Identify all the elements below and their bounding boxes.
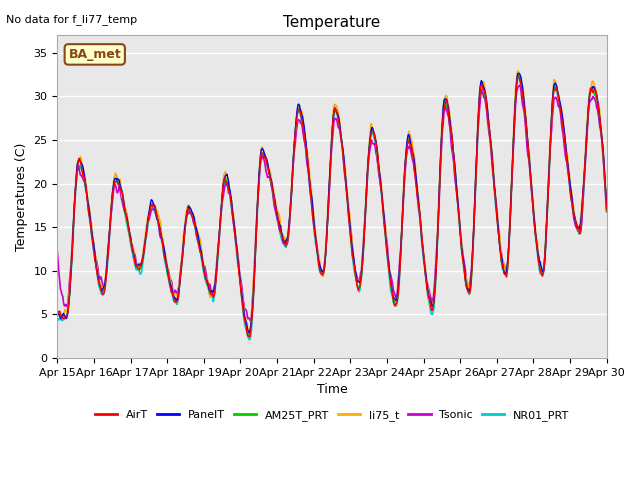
AirT — [399, 194, 407, 200]
Legend: AirT, PanelT, AM25T_PRT, li75_t, Tsonic, NR01_PRT: AirT, PanelT, AM25T_PRT, li75_t, Tsonic,… — [90, 406, 574, 425]
Tsonic — [176, 276, 184, 281]
Tsonic — [120, 206, 128, 212]
AirT — [515, 74, 523, 80]
PanelT — [514, 71, 522, 76]
X-axis label: Time: Time — [317, 383, 348, 396]
AirT — [120, 202, 128, 208]
Title: Temperature: Temperature — [284, 15, 381, 30]
AM25T_PRT — [399, 194, 407, 200]
PanelT — [54, 310, 61, 315]
li75_t — [176, 279, 184, 285]
AirT — [603, 206, 611, 212]
li75_t — [54, 310, 61, 315]
NR01_PRT — [176, 281, 184, 287]
li75_t — [399, 188, 407, 194]
Tsonic — [247, 317, 255, 323]
AirT — [63, 312, 71, 318]
li75_t — [120, 197, 128, 203]
Tsonic — [205, 281, 212, 287]
AM25T_PRT — [603, 208, 611, 214]
NR01_PRT — [415, 211, 423, 217]
NR01_PRT — [399, 195, 407, 201]
li75_t — [415, 206, 423, 212]
li75_t — [63, 309, 71, 315]
NR01_PRT — [120, 203, 128, 209]
li75_t — [514, 68, 522, 74]
AM25T_PRT — [205, 287, 212, 292]
PanelT — [63, 311, 71, 316]
NR01_PRT — [603, 207, 611, 213]
PanelT — [603, 203, 611, 208]
NR01_PRT — [514, 72, 522, 78]
AirT — [415, 209, 423, 215]
AirT — [246, 334, 253, 340]
Line: AirT: AirT — [58, 77, 607, 337]
Line: AM25T_PRT: AM25T_PRT — [58, 74, 607, 335]
Line: NR01_PRT: NR01_PRT — [58, 75, 607, 340]
AM25T_PRT — [415, 210, 423, 216]
Y-axis label: Temperatures (C): Temperatures (C) — [15, 143, 28, 251]
PanelT — [399, 190, 407, 196]
AirT — [54, 309, 61, 315]
AM25T_PRT — [176, 282, 184, 288]
PanelT — [205, 284, 212, 290]
AirT — [176, 281, 184, 287]
Text: No data for f_li77_temp: No data for f_li77_temp — [6, 14, 138, 25]
PanelT — [245, 330, 253, 336]
Line: li75_t: li75_t — [58, 71, 607, 332]
NR01_PRT — [63, 312, 71, 318]
NR01_PRT — [245, 337, 253, 343]
li75_t — [603, 204, 611, 209]
PanelT — [120, 201, 128, 206]
NR01_PRT — [54, 316, 61, 322]
AirT — [205, 282, 212, 288]
li75_t — [205, 283, 212, 289]
Line: PanelT: PanelT — [58, 73, 607, 333]
Tsonic — [415, 211, 423, 216]
Tsonic — [516, 83, 524, 88]
NR01_PRT — [205, 287, 212, 292]
PanelT — [415, 207, 423, 213]
AM25T_PRT — [244, 332, 252, 338]
AM25T_PRT — [515, 71, 523, 77]
Tsonic — [603, 209, 611, 215]
Tsonic — [63, 304, 71, 310]
PanelT — [176, 281, 184, 287]
AM25T_PRT — [63, 312, 71, 318]
Text: BA_met: BA_met — [68, 48, 121, 61]
Tsonic — [54, 250, 61, 255]
li75_t — [245, 329, 253, 335]
Line: Tsonic: Tsonic — [58, 85, 607, 320]
AM25T_PRT — [54, 311, 61, 317]
Tsonic — [399, 197, 407, 203]
AM25T_PRT — [120, 201, 128, 207]
